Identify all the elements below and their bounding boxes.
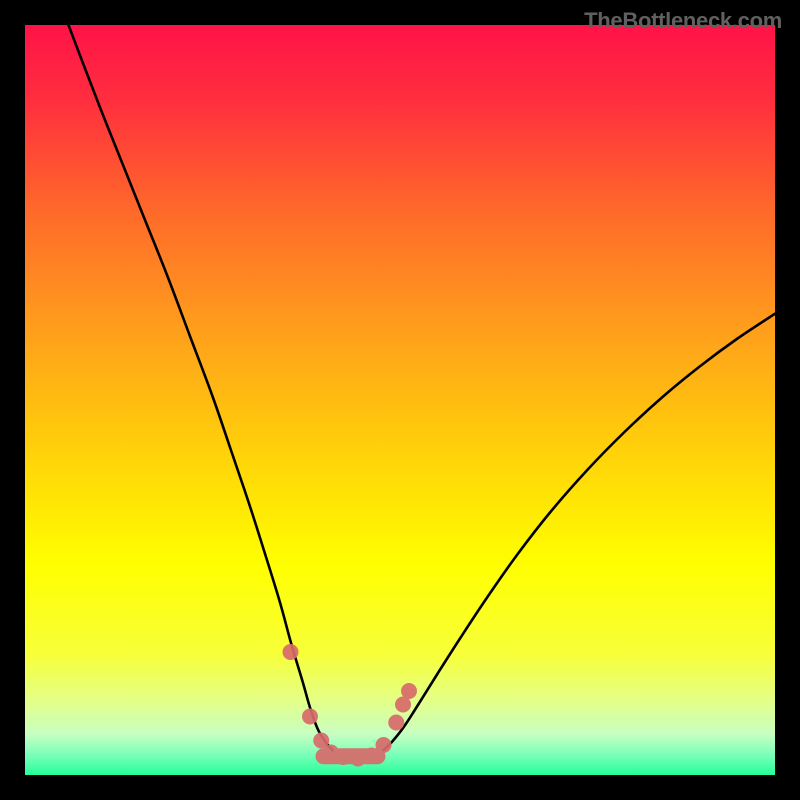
outer-frame (0, 0, 800, 800)
plot-area (25, 25, 775, 775)
chain-dot (283, 644, 299, 660)
chain-dot (302, 709, 318, 725)
chain-dot (335, 749, 351, 765)
chain-dot (401, 683, 417, 699)
watermark-text: TheBottleneck.com (584, 8, 782, 34)
chain-dot (376, 737, 392, 753)
chain-dot (350, 751, 366, 767)
chain-dot (388, 715, 404, 731)
chain-dot (364, 748, 380, 764)
gradient-background (25, 25, 775, 775)
